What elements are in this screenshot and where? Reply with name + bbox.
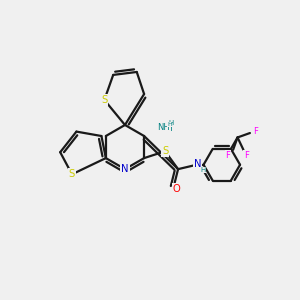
- Text: NH: NH: [157, 123, 170, 132]
- Text: N: N: [121, 164, 129, 174]
- Text: NH: NH: [160, 124, 173, 133]
- Text: S: S: [101, 95, 107, 105]
- Text: H: H: [167, 122, 172, 127]
- Text: F: F: [253, 127, 258, 136]
- Text: F: F: [244, 151, 249, 160]
- Text: H: H: [201, 167, 206, 173]
- Text: H: H: [169, 120, 174, 126]
- Text: N: N: [194, 159, 201, 169]
- Text: S: S: [162, 146, 168, 156]
- Text: S: S: [69, 169, 75, 179]
- Text: F: F: [225, 151, 230, 160]
- Text: O: O: [173, 184, 181, 194]
